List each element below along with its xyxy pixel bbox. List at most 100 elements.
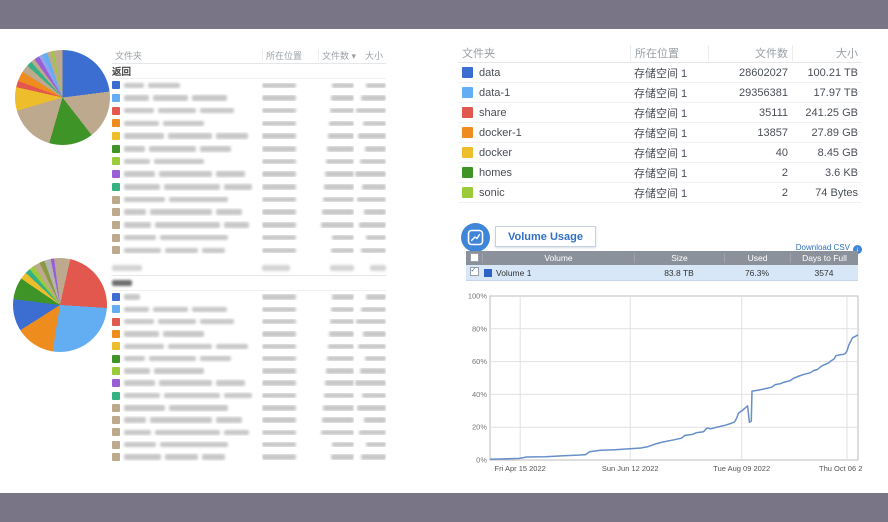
filecount-cell	[318, 133, 354, 139]
back-link-redacted[interactable]	[112, 276, 386, 291]
download-csv-link[interactable]: Download CSV	[795, 243, 850, 252]
column-header-filecount[interactable]: 文件数	[708, 45, 792, 61]
location-cell	[262, 331, 318, 337]
redacted-folder-row[interactable]	[112, 79, 386, 92]
folder-color-swatch	[112, 220, 120, 229]
folder-cell	[112, 453, 262, 461]
folder-row-docker-1[interactable]: docker-1 存储空间 1 13857 27.89 GB	[458, 123, 862, 143]
column-header-folder[interactable]: 文件夹	[462, 48, 495, 60]
redacted-folder-row[interactable]	[112, 231, 386, 244]
redacted-folder-row[interactable]	[112, 365, 386, 377]
folder-color-swatch	[112, 81, 120, 90]
column-header-filecount-sorted[interactable]: 文件数 ▾	[318, 49, 356, 62]
redacted-folder-row[interactable]	[112, 92, 386, 105]
redacted-folder-row[interactable]	[112, 206, 386, 219]
redacted-folder-row[interactable]	[112, 439, 386, 451]
redacted-folder-row[interactable]	[112, 130, 386, 143]
folder-color-swatch	[462, 127, 473, 138]
volume-usage-line-chart: 0% 20% 40% 60% 80% 100% Fri Apr 15 2022 Sun Jun…	[468, 292, 862, 474]
column-header-size[interactable]: Size	[634, 253, 724, 263]
checkbox-cell[interactable]	[466, 266, 482, 278]
column-header-folder[interactable]: 文件夹	[115, 51, 143, 61]
location-cell	[262, 380, 318, 386]
redacted-folder-row[interactable]	[112, 244, 386, 257]
folder-cell	[112, 391, 262, 400]
column-header-location[interactable]: 所在位置	[262, 49, 318, 62]
redacted-folder-row[interactable]	[112, 142, 386, 155]
volume-usage-tab[interactable]: Volume Usage	[495, 226, 596, 247]
filecount-cell	[318, 120, 354, 127]
location-cell: 存储空间 1	[634, 107, 688, 120]
redacted-folder-row[interactable]	[112, 181, 386, 194]
column-header-volume[interactable]: Volume	[482, 253, 634, 263]
svg-text:80%: 80%	[472, 324, 487, 333]
content-area: 文件夹 所在位置 文件数 ▾ 大小 返回 文件夹 所在位置 文件数 大小 dat…	[0, 29, 888, 493]
redacted-folder-row[interactable]	[112, 414, 386, 426]
column-header-used[interactable]: Used	[724, 253, 790, 263]
select-all-checkbox[interactable]	[469, 252, 479, 262]
volume-usage-icon	[461, 223, 490, 252]
redacted-folder-row[interactable]	[112, 117, 386, 130]
size-cell: 100.21 TB	[807, 66, 858, 79]
size-cell	[354, 222, 386, 228]
folder-color-swatch	[112, 354, 120, 363]
filecount-cell	[318, 392, 354, 399]
redacted-folder-row[interactable]	[112, 377, 386, 389]
size-cell	[354, 306, 386, 313]
redacted-folder-row[interactable]	[112, 352, 386, 364]
bottom-left-folder-table	[112, 260, 386, 463]
folder-row-data-1[interactable]: data-1 存储空间 1 29356381 17.97 TB	[458, 83, 862, 103]
column-header-size[interactable]: 大小	[792, 45, 862, 61]
folder-row-docker[interactable]: docker 存储空间 1 40 8.45 GB	[458, 143, 862, 163]
redacted-folder-row[interactable]	[112, 193, 386, 206]
svg-text:Tue Aug 09 2022: Tue Aug 09 2022	[713, 464, 770, 473]
redacted-folder-row[interactable]	[112, 426, 386, 438]
folder-color-swatch	[112, 208, 120, 217]
bottom-pie-chart	[13, 258, 107, 352]
download-icon[interactable]: ↓	[853, 245, 862, 254]
folder-row-share[interactable]: share 存储空间 1 35111 241.25 GB	[458, 103, 862, 123]
back-link[interactable]: 返回	[112, 64, 386, 79]
table-rows	[112, 79, 386, 257]
redacted-folder-row[interactable]	[112, 451, 386, 463]
folder-row-homes[interactable]: homes 存储空间 1 2 3.6 KB	[458, 163, 862, 183]
redacted-folder-row[interactable]	[112, 303, 386, 315]
column-header-location[interactable]: 所在位置	[630, 45, 708, 61]
folder-row-data[interactable]: data 存储空间 1 28602027 100.21 TB	[458, 63, 862, 83]
location-cell	[262, 171, 318, 177]
redacted-folder-row[interactable]	[112, 168, 386, 181]
volume-select-checkbox[interactable]	[469, 266, 479, 276]
folder-row-sonic[interactable]: sonic 存储空间 1 2 74 Bytes	[458, 183, 862, 203]
size-cell	[354, 196, 386, 203]
folder-cell	[112, 119, 262, 128]
table-header-row: 文件夹 所在位置 文件数 大小	[458, 44, 862, 63]
svg-text:0%: 0%	[476, 456, 487, 465]
volume-row[interactable]: Volume 1 83.8 TB 76.3% 3574	[466, 265, 858, 281]
column-header-days-to-full[interactable]: Days to Full	[790, 253, 858, 263]
redacted-folder-row[interactable]	[112, 316, 386, 328]
redacted-folder-row[interactable]	[112, 219, 386, 232]
redacted-folder-row[interactable]	[112, 328, 386, 340]
location-cell	[262, 294, 318, 300]
location-cell	[262, 184, 318, 190]
redacted-folder-row[interactable]	[112, 402, 386, 414]
redacted-folder-row[interactable]	[112, 104, 386, 117]
redacted-folder-row[interactable]	[112, 389, 386, 401]
size-cell: 74 Bytes	[815, 186, 858, 199]
filecount-cell	[318, 196, 354, 203]
size-cell	[354, 417, 386, 423]
redacted-folder-row[interactable]	[112, 155, 386, 168]
folder-color-swatch	[112, 305, 120, 314]
size-cell: 241.25 GB	[805, 106, 858, 119]
filecount-cell: 2	[781, 186, 788, 199]
volume-table: Volume Size Used Days to Full Volume 1 8…	[466, 251, 858, 281]
table-header-row: 文件夹 所在位置 文件数 ▾ 大小	[112, 48, 386, 64]
select-all-checkbox-cell[interactable]	[466, 252, 482, 264]
redacted-folder-row[interactable]	[112, 291, 386, 303]
redacted-folder-row[interactable]	[112, 340, 386, 352]
folder-color-swatch	[112, 379, 120, 388]
folder-cell	[112, 403, 262, 412]
column-header-size[interactable]: 大小	[364, 51, 383, 61]
table-rows	[112, 291, 386, 463]
filecount-cell	[318, 343, 354, 350]
